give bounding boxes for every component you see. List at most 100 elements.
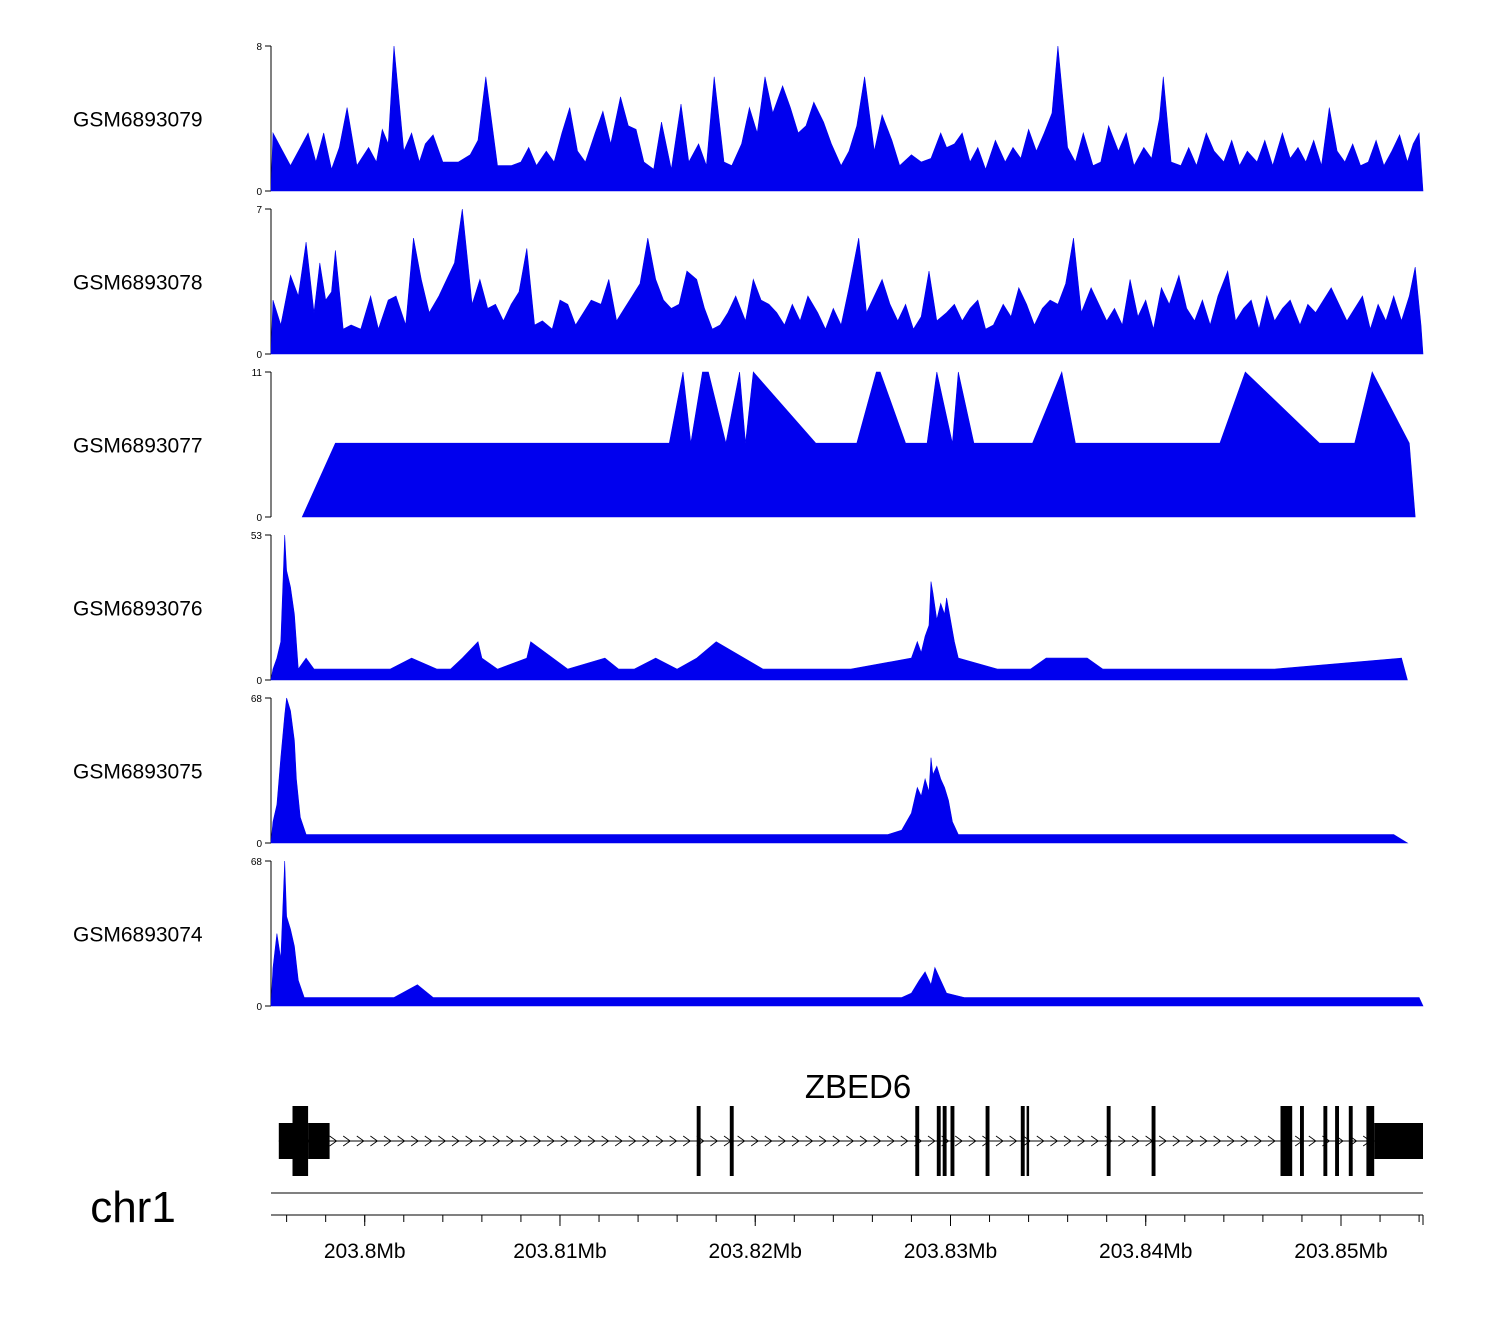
- strand-arrow: [506, 1135, 515, 1147]
- strand-arrow: [859, 1135, 868, 1147]
- coverage-area: [270, 45, 1424, 192]
- strand-arrow: [1022, 1135, 1031, 1147]
- exon-block: [308, 1123, 330, 1159]
- strand-arrow: [1009, 1135, 1018, 1147]
- strand-arrow: [438, 1135, 447, 1147]
- strand-arrow: [601, 1135, 610, 1147]
- strand-arrow: [968, 1135, 977, 1147]
- coverage-area: [270, 534, 1408, 681]
- track-label: GSM6893074: [73, 924, 203, 947]
- exon-block: [1026, 1106, 1030, 1176]
- gene-track: ZBED6: [278, 1068, 1423, 1176]
- strand-arrow: [465, 1135, 474, 1147]
- strand-arrow: [1090, 1135, 1099, 1147]
- strand-arrow: [818, 1135, 827, 1147]
- strand-arrow: [900, 1135, 909, 1147]
- exon-block: [1106, 1106, 1111, 1176]
- y-min-label: 0: [256, 350, 262, 361]
- strand-arrow: [886, 1135, 895, 1147]
- strand-arrow: [750, 1135, 759, 1147]
- exon-block: [1280, 1106, 1293, 1176]
- track-label: GSM6893077: [73, 435, 203, 458]
- strand-arrow: [533, 1135, 542, 1147]
- strand-arrow: [669, 1135, 678, 1147]
- track-label: GSM6893076: [73, 598, 203, 621]
- exon-block: [915, 1106, 920, 1176]
- coverage-area: [270, 208, 1424, 355]
- strand-arrow: [451, 1135, 460, 1147]
- track-GSM6893077: GSM6893077 11 0: [73, 368, 1416, 524]
- strand-arrow: [342, 1135, 351, 1147]
- strand-arrow: [873, 1135, 882, 1147]
- strand-arrow: [424, 1135, 433, 1147]
- track-label: GSM6893075: [73, 761, 203, 784]
- strand-arrow: [478, 1135, 487, 1147]
- strand-arrow: [546, 1135, 555, 1147]
- y-min-label: 0: [256, 187, 262, 198]
- exon-block: [1323, 1106, 1328, 1176]
- y-max-label: 7: [256, 205, 262, 216]
- strand-arrow: [995, 1135, 1004, 1147]
- strand-arrow: [574, 1135, 583, 1147]
- y-min-label: 0: [256, 676, 262, 687]
- track-GSM6893075: GSM6893075 68 0: [73, 694, 1409, 850]
- strand-arrow: [682, 1135, 691, 1147]
- y-max-label: 53: [251, 531, 263, 542]
- strand-arrow: [614, 1135, 623, 1147]
- coverage-area: [270, 697, 1409, 844]
- strand-arrow: [778, 1135, 787, 1147]
- strand-arrow: [642, 1135, 651, 1147]
- strand-arrow: [587, 1135, 596, 1147]
- x-tick-label: 203.82Mb: [709, 1240, 802, 1263]
- strand-arrow: [710, 1135, 719, 1147]
- gene-name-label: ZBED6: [805, 1068, 911, 1105]
- strand-arrow: [1077, 1135, 1086, 1147]
- exon-block: [729, 1106, 734, 1176]
- strand-arrow: [1226, 1135, 1235, 1147]
- strand-arrow: [655, 1135, 664, 1147]
- coverage-area: [270, 860, 1424, 1007]
- strand-arrow: [1172, 1135, 1181, 1147]
- x-tick-label: 203.81Mb: [513, 1240, 606, 1263]
- strand-arrow: [560, 1135, 569, 1147]
- exon-block: [1300, 1106, 1304, 1176]
- exon-block: [1348, 1106, 1353, 1176]
- exon-block: [278, 1123, 293, 1159]
- exon-block: [1374, 1123, 1423, 1159]
- exon-block: [1020, 1106, 1025, 1176]
- coverage-area: [301, 370, 1416, 518]
- x-tick-label: 203.85Mb: [1294, 1240, 1387, 1263]
- strand-arrow: [1036, 1135, 1045, 1147]
- strand-arrow: [519, 1135, 528, 1147]
- strand-arrow: [1131, 1135, 1140, 1147]
- y-max-label: 68: [251, 694, 263, 705]
- strand-arrow: [1063, 1135, 1072, 1147]
- track-GSM6893078: GSM6893078 7 0: [73, 205, 1424, 361]
- x-tick-label: 203.83Mb: [904, 1240, 997, 1263]
- exon-block: [1151, 1106, 1156, 1176]
- strand-arrow: [1308, 1135, 1317, 1147]
- exon-block: [985, 1106, 990, 1176]
- strand-arrow: [1254, 1135, 1263, 1147]
- track-GSM6893076: GSM6893076 53 0: [73, 531, 1408, 687]
- y-max-label: 8: [256, 42, 262, 53]
- strand-arrow: [764, 1135, 773, 1147]
- x-tick-label: 203.84Mb: [1099, 1240, 1192, 1263]
- strand-arrow: [329, 1135, 338, 1147]
- strand-arrow: [356, 1135, 365, 1147]
- exon-block: [1366, 1106, 1375, 1176]
- exon-block: [1335, 1106, 1339, 1176]
- track-label: GSM6893078: [73, 272, 203, 295]
- y-min-label: 0: [256, 513, 262, 524]
- strand-arrow: [1267, 1135, 1276, 1147]
- strand-arrow: [492, 1135, 501, 1147]
- coverage-tracks: GSM689307980GSM689307870GSM6893077110GSM…: [73, 42, 1424, 1013]
- exon-block: [936, 1106, 941, 1176]
- exon-block: [292, 1106, 309, 1176]
- strand-arrow: [370, 1135, 379, 1147]
- y-min-label: 0: [256, 1002, 262, 1013]
- strand-arrow: [628, 1135, 637, 1147]
- y-min-label: 0: [256, 839, 262, 850]
- x-tick-label: 203.8Mb: [324, 1240, 406, 1263]
